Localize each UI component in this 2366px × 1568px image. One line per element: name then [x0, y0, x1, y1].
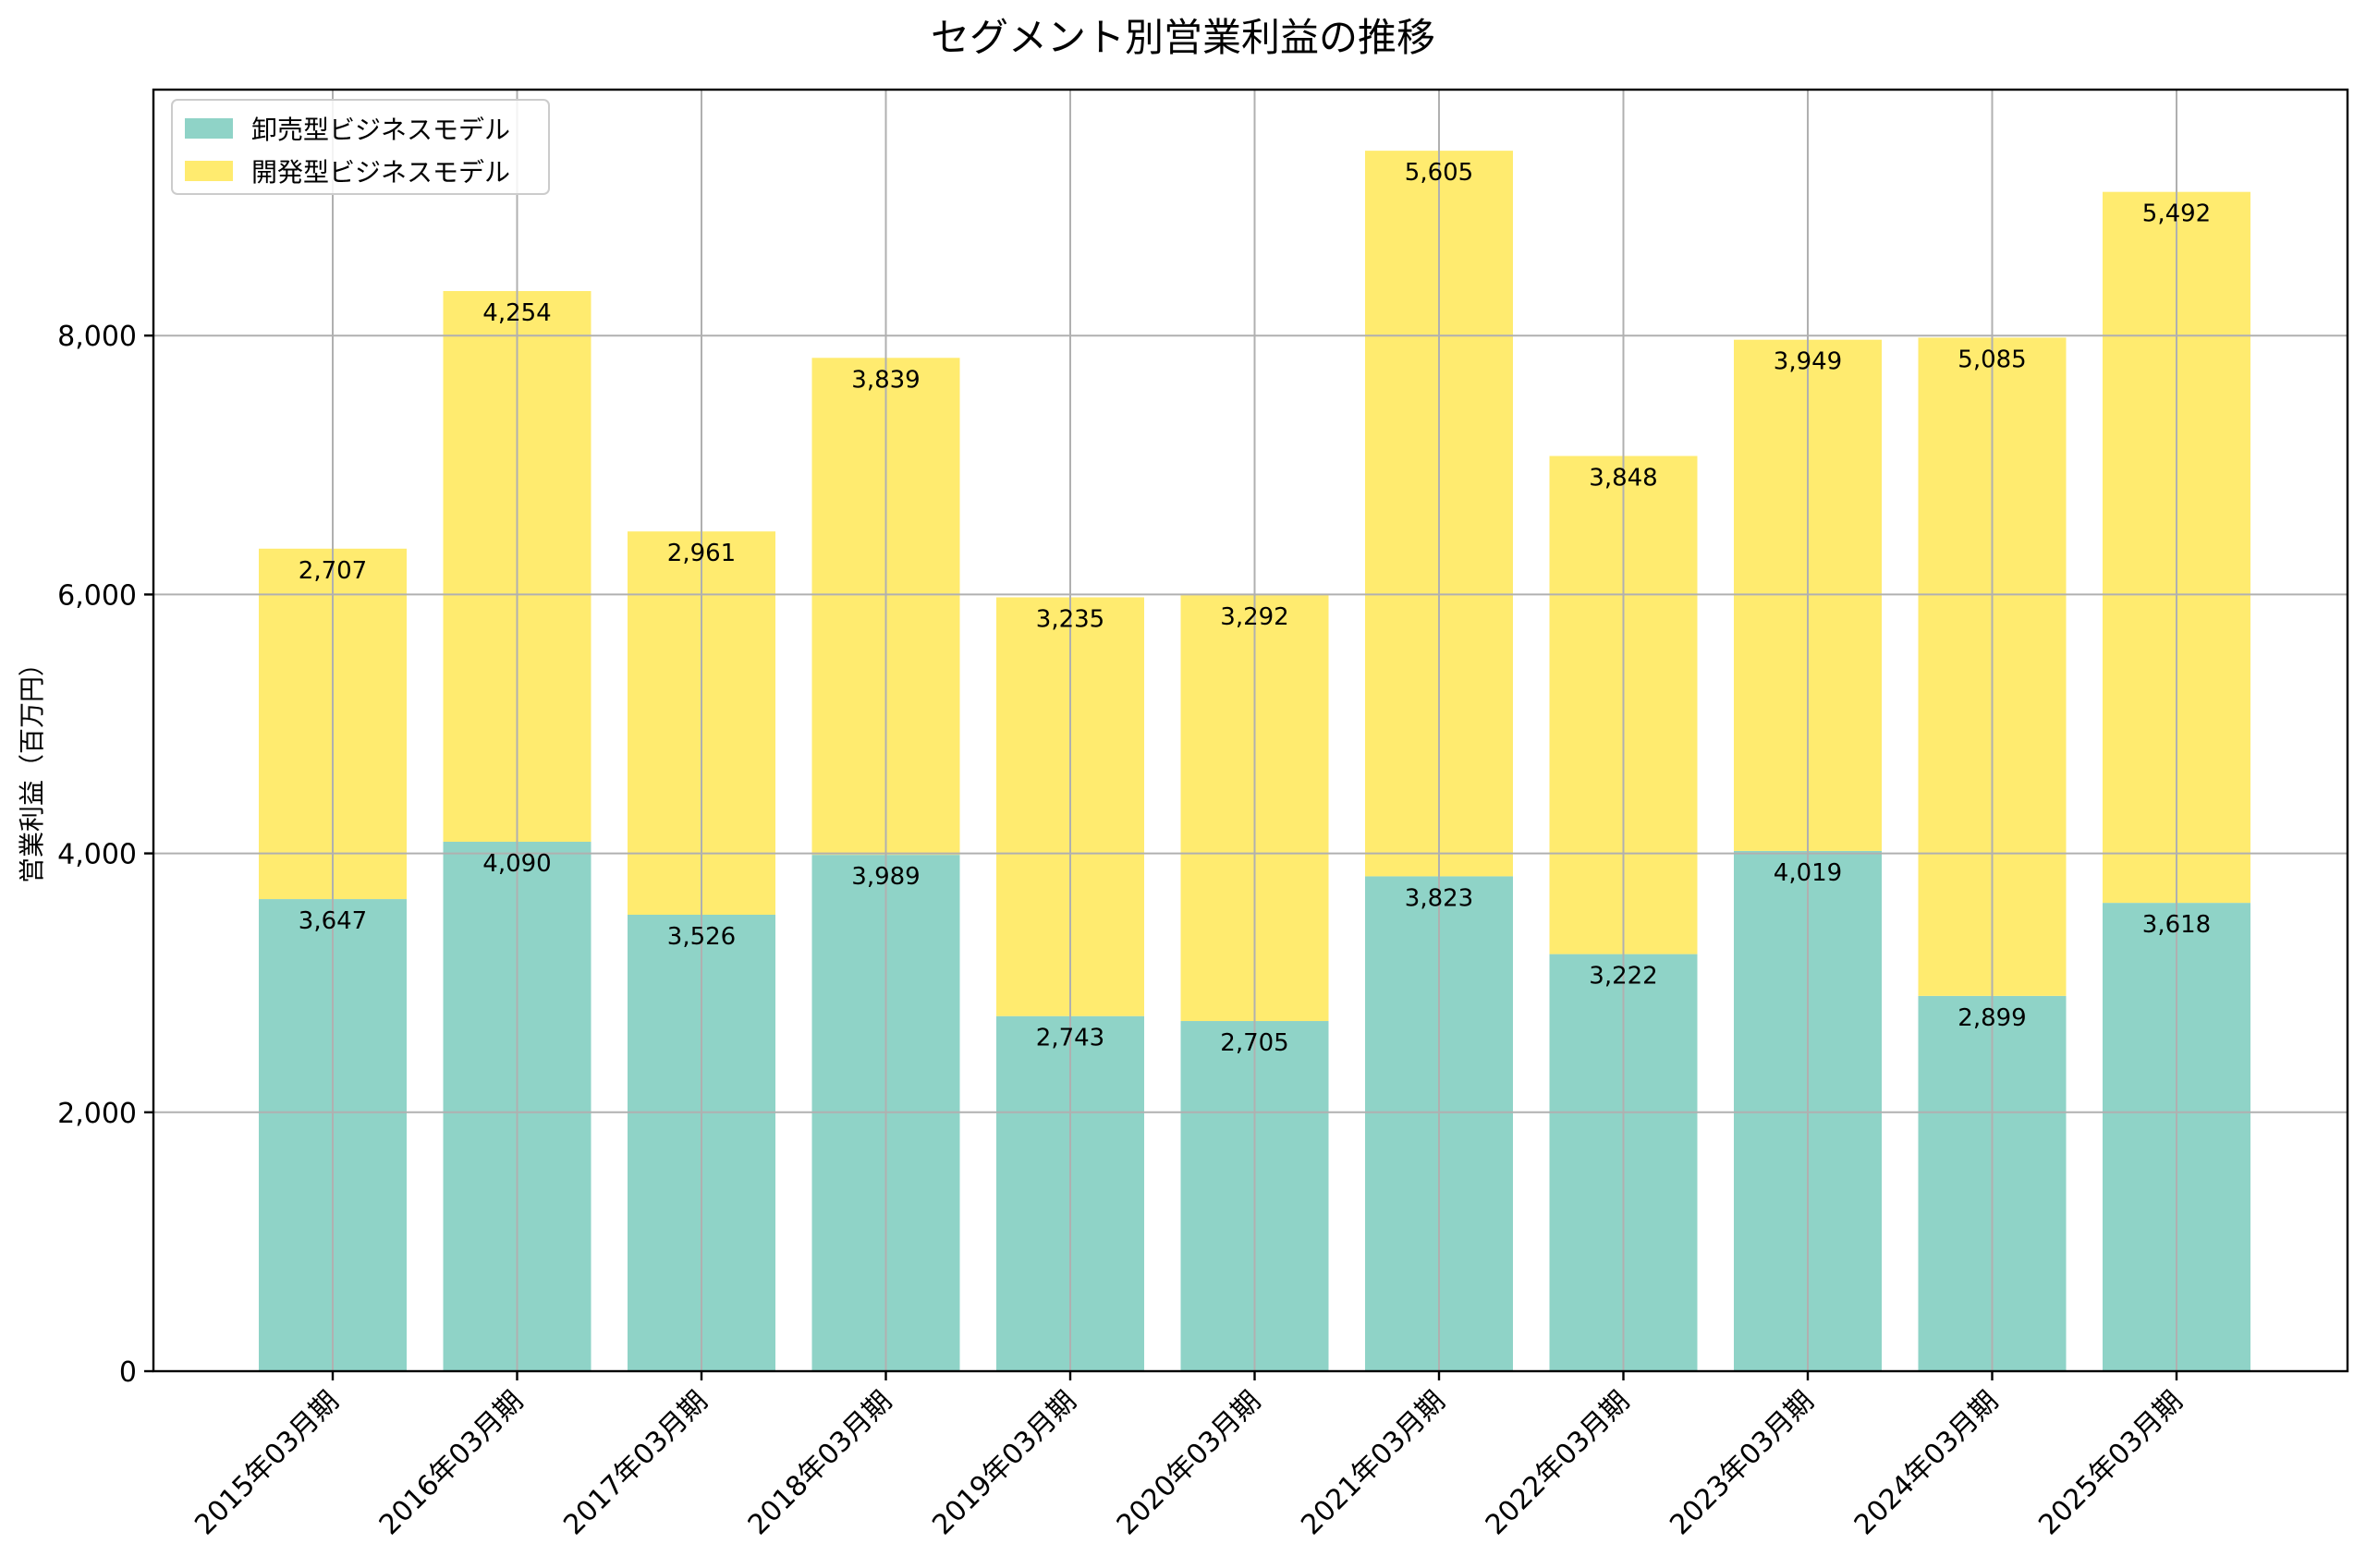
data-label-wholesale-1: 4,090	[482, 850, 551, 878]
y-tick-label-0: 0	[119, 1356, 137, 1389]
data-label-wholesale-3: 3,989	[851, 863, 920, 891]
x-tick-label-5: 2020年03月期	[1111, 1385, 1267, 1541]
y-tick-label-2: 4,000	[57, 839, 137, 871]
x-tick-label-1: 2016年03月期	[373, 1385, 530, 1541]
data-label-development-5: 3,292	[1220, 603, 1288, 631]
x-tick-label-3: 2018年03月期	[742, 1385, 898, 1541]
data-label-wholesale-0: 3,647	[299, 907, 367, 935]
legend-label-1: 開発型ビジネスモデル	[251, 157, 510, 188]
y-tick-label-4: 8,000	[57, 321, 137, 353]
grid-layer	[153, 90, 2348, 1371]
chart-title: セグメント別営業利益の推移	[931, 15, 1435, 60]
data-label-wholesale-9: 2,899	[1957, 1004, 2026, 1032]
data-label-wholesale-5: 2,705	[1220, 1029, 1288, 1057]
x-tick-labels: 2015年03月期 2016年03月期 2017年03月期 2018年03月期 2019…	[189, 1385, 2189, 1541]
data-label-wholesale-7: 3,222	[1589, 963, 1657, 991]
data-label-development-4: 3,235	[1036, 605, 1104, 633]
legend-swatch-0	[185, 118, 233, 139]
y-tick-label-3: 6,000	[57, 579, 137, 612]
bar-labels-layer: 3,647 2,707 4,090 4,254 3,526 2,961 3,989 3,839…	[299, 159, 2211, 1057]
data-label-wholesale-10: 3,618	[2142, 911, 2211, 939]
x-tick-label-8: 2023年03月期	[1664, 1385, 1820, 1541]
data-label-development-8: 3,949	[1774, 348, 1842, 376]
data-label-development-6: 5,605	[1405, 159, 1473, 187]
y-tick-label-1: 2,000	[57, 1098, 137, 1130]
data-label-wholesale-4: 2,743	[1036, 1025, 1104, 1052]
y-tick-labels: 0 2,000 4,000 6,000 8,000	[57, 321, 137, 1389]
data-label-development-10: 5,492	[2142, 201, 2211, 228]
plot-frame	[152, 88, 2349, 1373]
data-label-wholesale-2: 3,526	[667, 923, 736, 951]
legend-label-0: 卸売型ビジネスモデル	[251, 115, 510, 145]
y-axis-label: 営業利益（百万円）	[17, 650, 47, 883]
x-tick-label-6: 2021年03月期	[1295, 1385, 1451, 1541]
legend-box	[171, 99, 550, 195]
x-tick-label-2: 2017年03月期	[557, 1385, 713, 1541]
data-label-wholesale-8: 4,019	[1774, 859, 1842, 887]
data-label-development-9: 5,085	[1957, 346, 2026, 373]
data-label-wholesale-6: 3,823	[1405, 884, 1473, 912]
legend-swatch-1	[185, 161, 233, 181]
x-tick-label-0: 2015年03月期	[189, 1385, 345, 1541]
x-tick-label-9: 2024年03月期	[1848, 1385, 2005, 1541]
data-label-development-3: 3,839	[851, 366, 920, 394]
data-label-development-7: 3,848	[1589, 464, 1657, 492]
axes-layer	[144, 88, 2349, 1380]
data-label-development-1: 4,254	[482, 299, 551, 327]
x-tick-label-10: 2025年03月期	[2032, 1385, 2189, 1541]
x-tick-label-7: 2022年03月期	[1480, 1385, 1636, 1541]
data-label-development-0: 2,707	[299, 557, 367, 585]
x-tick-label-4: 2019年03月期	[926, 1385, 1082, 1541]
data-label-development-2: 2,961	[667, 540, 736, 567]
